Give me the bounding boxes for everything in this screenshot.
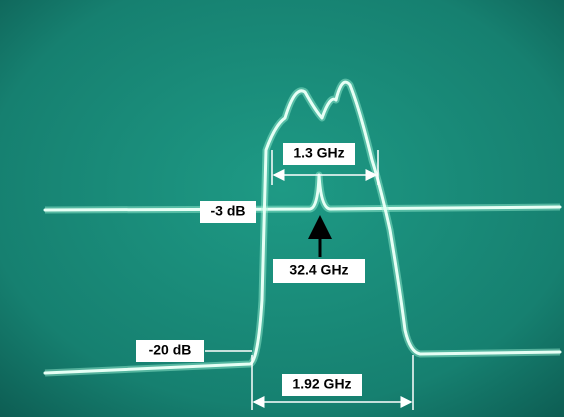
- bandwidth-3db-label: 1.3 GHz: [293, 145, 344, 161]
- bandwidth-20db-label: 1.92 GHz: [292, 376, 351, 392]
- center-frequency-label: 32.4 GHz: [289, 262, 348, 278]
- level-3db-label: -3 dB: [211, 203, 246, 219]
- oscilloscope-photo: 1.3 GHz -3 dB 32.4 GHz -20 dB 1.92 GHz: [0, 0, 564, 417]
- level-20db-label: -20 dB: [149, 342, 192, 358]
